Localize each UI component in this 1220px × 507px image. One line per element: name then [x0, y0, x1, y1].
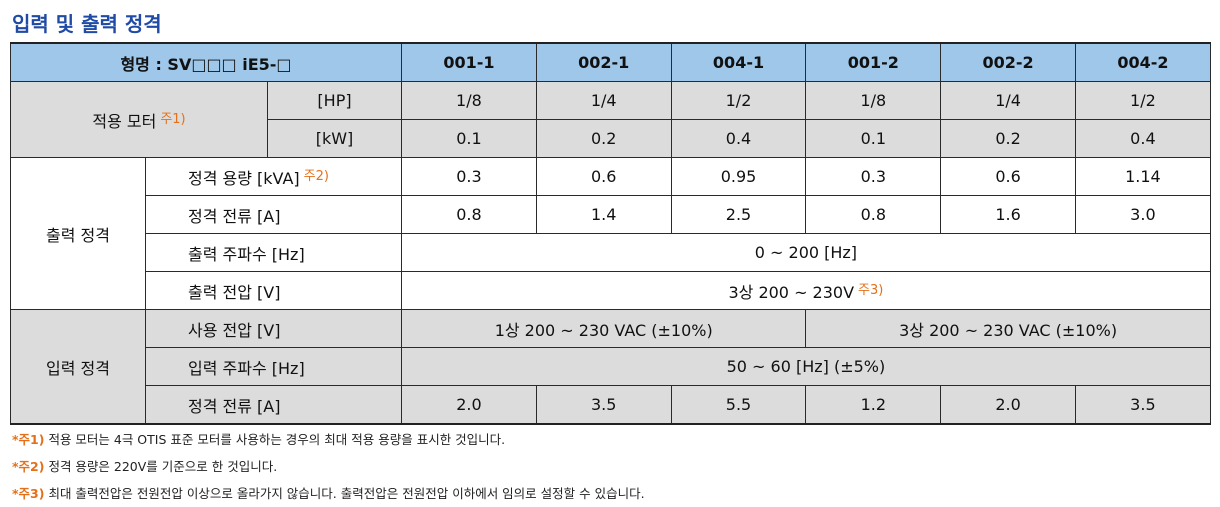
table-cell: 0.2	[940, 119, 1076, 158]
table-cell: 0.6	[940, 157, 1076, 196]
table-cell: 0.3	[805, 157, 942, 196]
motor-label: 적용 모터	[92, 111, 157, 131]
table-row: 정격 전류 [A] 0.8 1.4 2.5 0.8 1.6 3.0	[10, 195, 1211, 234]
model-column-header: 004-1	[670, 42, 807, 82]
table-cell: 3.5	[535, 385, 672, 425]
note-mark: 주2)	[303, 168, 329, 184]
model-column-header: 002-2	[940, 42, 1076, 82]
table-row: 입력 주파수 [Hz] 50 ~ 60 [Hz] (±5%)	[10, 347, 1211, 386]
footnote-mark: *주3)	[12, 486, 45, 501]
model-column-header: 002-1	[535, 42, 672, 82]
note-mark: 주1)	[160, 111, 186, 127]
table-cell: 1상 200 ~ 230 VAC (±10%)	[401, 309, 807, 348]
footnote: *주1) 적용 모터는 4극 OTIS 표준 모터를 사용하는 경우의 최대 적…	[12, 426, 645, 453]
table-cell: 1/2	[670, 81, 807, 120]
note-mark: 주3)	[858, 282, 884, 298]
footnote: *주2) 정격 용량은 220V를 기준으로 한 것입니다.	[12, 453, 645, 480]
table-cell: 0.4	[1075, 119, 1211, 158]
table-cell: 50 ~ 60 [Hz] (±5%)	[401, 347, 1211, 386]
table-cell: 0.4	[670, 119, 807, 158]
table-cell: 0.1	[805, 119, 942, 158]
table-cell: 2.5	[670, 195, 807, 234]
footnote-mark: *주1)	[12, 432, 45, 447]
footnote-text: 최대 출력전압은 전원전압 이상으로 올라가지 않습니다. 출력전압은 전원전압…	[48, 486, 645, 501]
spec-table: 형명 : SV□□□ iE5-□ 001-1 002-1 004-1 001-2…	[9, 42, 1211, 425]
table-cell: 0.1	[401, 119, 537, 158]
table-row: 출력 주파수 [Hz] 0 ~ 200 [Hz]	[10, 233, 1211, 272]
unit-cell: [HP]	[266, 81, 403, 120]
table-cell: 0.8	[401, 195, 537, 234]
table-cell: 3상 200 ~ 230V 주3)	[401, 271, 1211, 310]
page-title: 입력 및 출력 정격	[12, 12, 162, 36]
table-cell: 1/4	[940, 81, 1076, 120]
table-row: 적용 모터 주1) [HP] 1/8 1/4 1/2 1/8 1/4 1/2	[10, 81, 1211, 158]
table-row: 정격 전류 [A] 2.0 3.5 5.5 1.2 2.0 3.5	[10, 385, 1211, 425]
table-row: 출력 전압 [V] 3상 200 ~ 230V 주3)	[10, 271, 1211, 310]
table-cell: 3.5	[1075, 385, 1211, 425]
table-cell: 0.8	[805, 195, 942, 234]
footnote-text: 적용 모터는 4극 OTIS 표준 모터를 사용하는 경우의 최대 적용 용량을…	[48, 432, 506, 447]
row-label: 정격 용량 [kVA] 주2)	[144, 157, 403, 196]
table-cell: 2.0	[401, 385, 537, 425]
row-label: 입력 주파수 [Hz]	[144, 347, 403, 386]
table-cell: 0.6	[535, 157, 672, 196]
unit-cell: [kW]	[266, 119, 403, 158]
table-cell: 1.4	[535, 195, 672, 234]
output-group-label: 출력 정격	[10, 157, 146, 310]
footnote-text: 정격 용량은 220V를 기준으로 한 것입니다.	[48, 459, 278, 474]
table-cell: 3상 200 ~ 230 VAC (±10%)	[805, 309, 1211, 348]
table-cell: 0 ~ 200 [Hz]	[401, 233, 1211, 272]
table-cell: 1.14	[1075, 157, 1211, 196]
table-row: [kW] 0.1 0.2 0.4 0.1 0.2 0.4	[10, 119, 1211, 158]
row-label: 정격 전류 [A]	[144, 195, 403, 234]
model-column-header: 004-2	[1075, 42, 1211, 82]
table-cell: 0.3	[401, 157, 537, 196]
model-column-header: 001-1	[401, 42, 537, 82]
table-cell: 1/8	[401, 81, 537, 120]
footnote: *주3) 최대 출력전압은 전원전압 이상으로 올라가지 않습니다. 출력전압은…	[12, 480, 645, 507]
table-row: 출력 정격 정격 용량 [kVA] 주2) 0.3 0.6 0.95 0.3 0.…	[10, 157, 1211, 310]
output-voltage-value: 3상 200 ~ 230V	[728, 282, 855, 302]
capacity-label: 정격 용량 [kVA]	[188, 168, 300, 188]
footnote-mark: *주2)	[12, 459, 45, 474]
table-row: 입력 정격 사용 전압 [V] 1상 200 ~ 230 VAC (±10%) …	[10, 309, 1211, 425]
table-cell: 1.6	[940, 195, 1076, 234]
model-label: 형명 : SV□□□ iE5-□	[9, 42, 403, 82]
table-cell: 1/8	[805, 81, 942, 120]
model-column-header: 001-2	[805, 42, 942, 82]
table-cell: 5.5	[670, 385, 807, 425]
row-label: 출력 주파수 [Hz]	[144, 233, 403, 272]
table-cell: 1/2	[1075, 81, 1211, 120]
table-cell: 1/4	[535, 81, 672, 120]
header-row: 형명 : SV□□□ iE5-□ 001-1 002-1 004-1 001-2…	[9, 42, 1211, 82]
input-group-label: 입력 정격	[10, 309, 146, 425]
table-cell: 3.0	[1075, 195, 1211, 234]
table-cell: 2.0	[940, 385, 1076, 425]
motor-group-label: 적용 모터 주1)	[10, 81, 268, 158]
row-label: 정격 전류 [A]	[144, 385, 403, 425]
footnotes: *주1) 적용 모터는 4극 OTIS 표준 모터를 사용하는 경우의 최대 적…	[12, 426, 645, 507]
table-cell: 0.95	[670, 157, 807, 196]
row-label: 출력 전압 [V]	[144, 271, 403, 310]
table-cell: 1.2	[805, 385, 942, 425]
table-cell: 0.2	[535, 119, 672, 158]
row-label: 사용 전압 [V]	[144, 309, 403, 348]
